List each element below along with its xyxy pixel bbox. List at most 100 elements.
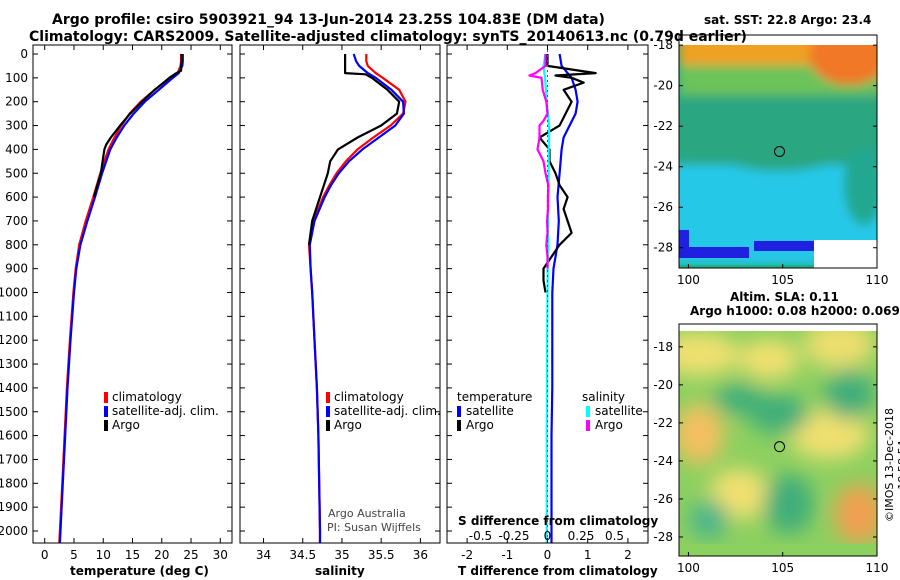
series-line-argo xyxy=(92,54,183,198)
map-anomaly-blob xyxy=(714,384,764,414)
depth-tick-label: 900 xyxy=(5,262,28,276)
map-anomaly-blob xyxy=(764,474,814,534)
map-anomaly-blob xyxy=(679,404,724,464)
map-x-tick-label: 110 xyxy=(866,273,889,287)
sla-map-subtitle: Argo h1000: 0.08 h2000: 0.069 xyxy=(690,304,900,318)
map-y-tick-label: -24 xyxy=(653,160,673,174)
title-line-1: Argo profile: csiro 5903921_94 13-Jun-20… xyxy=(52,12,605,28)
legend-label-temp-satellite: satellite xyxy=(466,404,514,418)
x-tick-label: 15 xyxy=(125,548,140,562)
x-tick-label: 1 xyxy=(584,548,592,562)
depth-tick-label: 1700 xyxy=(0,452,28,466)
depth-tick-label: 1000 xyxy=(0,286,28,300)
map-anomaly-blob xyxy=(689,499,729,539)
series-line-climatology xyxy=(58,54,183,543)
map-anomaly-blob xyxy=(834,484,877,544)
x-tick-label: 35 xyxy=(334,548,349,562)
credit-line-1: Argo Australia xyxy=(328,507,406,520)
depth-tick-label: 0 xyxy=(20,47,28,61)
map-x-tick-label: 105 xyxy=(771,273,794,287)
series-line-salinity-satellite xyxy=(542,53,551,543)
x-tick-label: 0 xyxy=(41,548,49,562)
x-tick-label: 36 xyxy=(413,548,428,562)
map-y-tick-label: -20 xyxy=(653,378,673,392)
map-x-tick-label: 110 xyxy=(866,561,889,575)
credit-line-2: PI: Susan Wijffels xyxy=(327,521,421,534)
map-anomaly-blob xyxy=(804,331,874,369)
map-anomaly-blob xyxy=(749,394,809,434)
map-y-tick-label: -28 xyxy=(653,530,673,544)
map-x-tick-label: 100 xyxy=(677,561,700,575)
map-y-tick-label: -22 xyxy=(653,416,673,430)
legend-label-satellite: satellite-adj. clim. xyxy=(112,404,219,418)
legend-label-satellite: satellite-adj. clim. xyxy=(334,404,441,418)
legend-label-climatology: climatology xyxy=(334,390,404,404)
legend-swatch-climatology xyxy=(104,392,108,403)
x-tick-label: 20 xyxy=(154,548,169,562)
legend-swatch-sal-satellite xyxy=(586,406,590,417)
legend-swatch-sal-argo xyxy=(586,420,590,431)
x-axis-label-temperature: temperature (deg C) xyxy=(70,564,209,578)
map-anomaly-blob xyxy=(679,332,739,376)
legend-label-sal-argo: Argo xyxy=(595,418,623,432)
salinity-diff-tick-label: -0.25 xyxy=(498,529,529,543)
legend-swatch-argo xyxy=(326,420,330,431)
legend-swatch-temp-argo xyxy=(457,420,461,431)
x-tick-label: 5 xyxy=(70,548,78,562)
x-tick-label: 2 xyxy=(624,548,632,562)
series-line-argo xyxy=(307,54,401,245)
legend-title-salinity: salinity xyxy=(582,390,626,404)
map-y-tick-label: -20 xyxy=(653,79,673,93)
legend-swatch-climatology xyxy=(326,392,330,403)
map-field-blur xyxy=(679,331,877,544)
x-axis-label-s-difference: S difference from climatology xyxy=(458,514,659,528)
depth-tick-label: 1500 xyxy=(0,405,28,419)
depth-tick-label: 1900 xyxy=(0,500,28,514)
series-group xyxy=(528,53,597,543)
sla-map-field xyxy=(679,331,877,556)
depth-tick-label: 500 xyxy=(5,166,28,180)
map-y-tick-label: -18 xyxy=(653,340,673,354)
map-x-tick-label: 105 xyxy=(771,561,794,575)
map-y-tick-label: -22 xyxy=(653,119,673,133)
depth-tick-label: 100 xyxy=(5,71,28,85)
map-no-data xyxy=(814,240,877,268)
sla-map-title: Altim. SLA: 0.11 xyxy=(730,290,839,304)
argo-position-marker xyxy=(774,441,786,453)
legend-label-argo: Argo xyxy=(112,418,140,432)
depth-tick-label: 1100 xyxy=(0,309,28,323)
map-y-tick-label: -26 xyxy=(653,200,673,214)
depth-tick-label: 400 xyxy=(5,142,28,156)
depth-tick-label: 200 xyxy=(5,95,28,109)
argo-position-marker xyxy=(774,146,786,157)
legend-label-sal-satellite: satellite xyxy=(595,404,643,418)
map-anomaly-blob xyxy=(824,369,874,419)
map-x-tick-label: 100 xyxy=(677,273,700,287)
map-region-mid2 xyxy=(719,135,839,171)
depth-tick-label: 600 xyxy=(5,190,28,204)
depth-tick-label: 800 xyxy=(5,238,28,252)
depth-tick-label: 300 xyxy=(5,119,28,133)
map-patch-blue xyxy=(679,230,689,258)
x-tick-label: -1 xyxy=(501,548,513,562)
map-anomaly-blob xyxy=(789,409,869,459)
x-tick-label: 30 xyxy=(213,548,228,562)
depth-tick-label: 1300 xyxy=(0,357,28,371)
x-tick-label: 10 xyxy=(96,548,111,562)
salinity-diff-tick-label: -0.5 xyxy=(469,529,492,543)
legend-swatch-satellite xyxy=(104,406,108,417)
legend-title-temperature: temperature xyxy=(457,390,533,404)
salinity-diff-tick-label: 0 xyxy=(544,529,552,543)
map-patch-blue xyxy=(754,241,816,251)
x-tick-label: 34 xyxy=(256,548,271,562)
series-group xyxy=(58,54,184,543)
x-axis-label-salinity: salinity xyxy=(315,564,365,578)
legend-label-argo: Argo xyxy=(334,418,362,432)
series-line-satellite-adj-clim- xyxy=(308,53,405,543)
imos-timestamp: ©IMOS 13-Dec-2018 18:58:54 xyxy=(883,407,900,523)
map-y-tick-label: -18 xyxy=(653,38,673,52)
salinity-diff-tick-label: 0.5 xyxy=(605,529,624,543)
map-region-east xyxy=(844,145,877,225)
x-tick-label: 35.5 xyxy=(368,548,395,562)
series-line-satellite-adj-clim- xyxy=(58,54,184,543)
